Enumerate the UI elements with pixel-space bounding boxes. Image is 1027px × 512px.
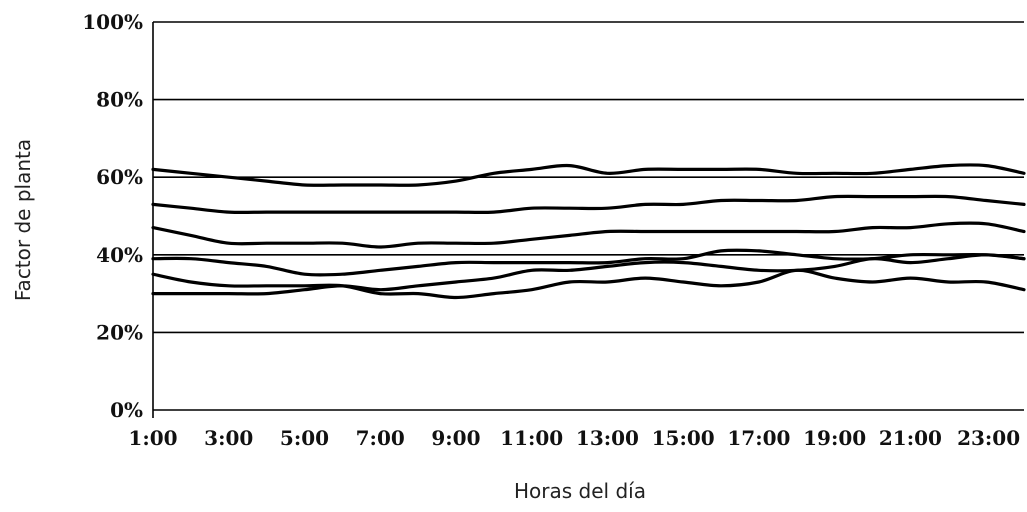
y-tick-label: 0%: [110, 398, 143, 422]
y-tick-label: 100%: [82, 10, 143, 34]
y-tick-label: 60%: [96, 165, 143, 189]
series-line-4: [151, 248, 1026, 277]
y-axis-title: Factor de planta: [11, 139, 35, 301]
y-tick-label: 80%: [96, 88, 143, 112]
gridlines: [153, 21, 1024, 334]
x-tick-label: 15:00: [652, 426, 715, 450]
series-line-1: [151, 163, 1026, 187]
series-lines: [151, 163, 1026, 300]
x-tick-label: 3:00: [204, 426, 253, 450]
axes: [152, 22, 1024, 418]
series-line-6: [151, 253, 1026, 296]
y-tick-label: 20%: [96, 320, 143, 344]
x-tick-label: 5:00: [280, 426, 329, 450]
y-tick-labels: 0% 20% 40% 60% 80% 100%: [82, 10, 143, 422]
x-tick-labels: 1:00 3:00 5:00 7:00 9:00 11:00 13:00 15:00 17:00…: [128, 426, 1020, 450]
x-tick-label: 21:00: [879, 426, 942, 450]
x-axis-title: Horas del día: [514, 479, 646, 503]
series-line-2: [151, 194, 1026, 215]
x-tick-label: 13:00: [576, 426, 639, 450]
x-tick-label: 17:00: [727, 426, 790, 450]
x-tick-label: 11:00: [500, 426, 563, 450]
x-tick-label: 1:00: [128, 426, 177, 450]
series-line-3: [151, 221, 1026, 249]
y-tick-label: 40%: [96, 243, 143, 267]
x-tick-label: 23:00: [957, 426, 1020, 450]
x-tick-label: 19:00: [803, 426, 866, 450]
series-line-5: [151, 268, 1026, 300]
x-tick-label: 9:00: [431, 426, 480, 450]
x-tick-label: 7:00: [356, 426, 405, 450]
